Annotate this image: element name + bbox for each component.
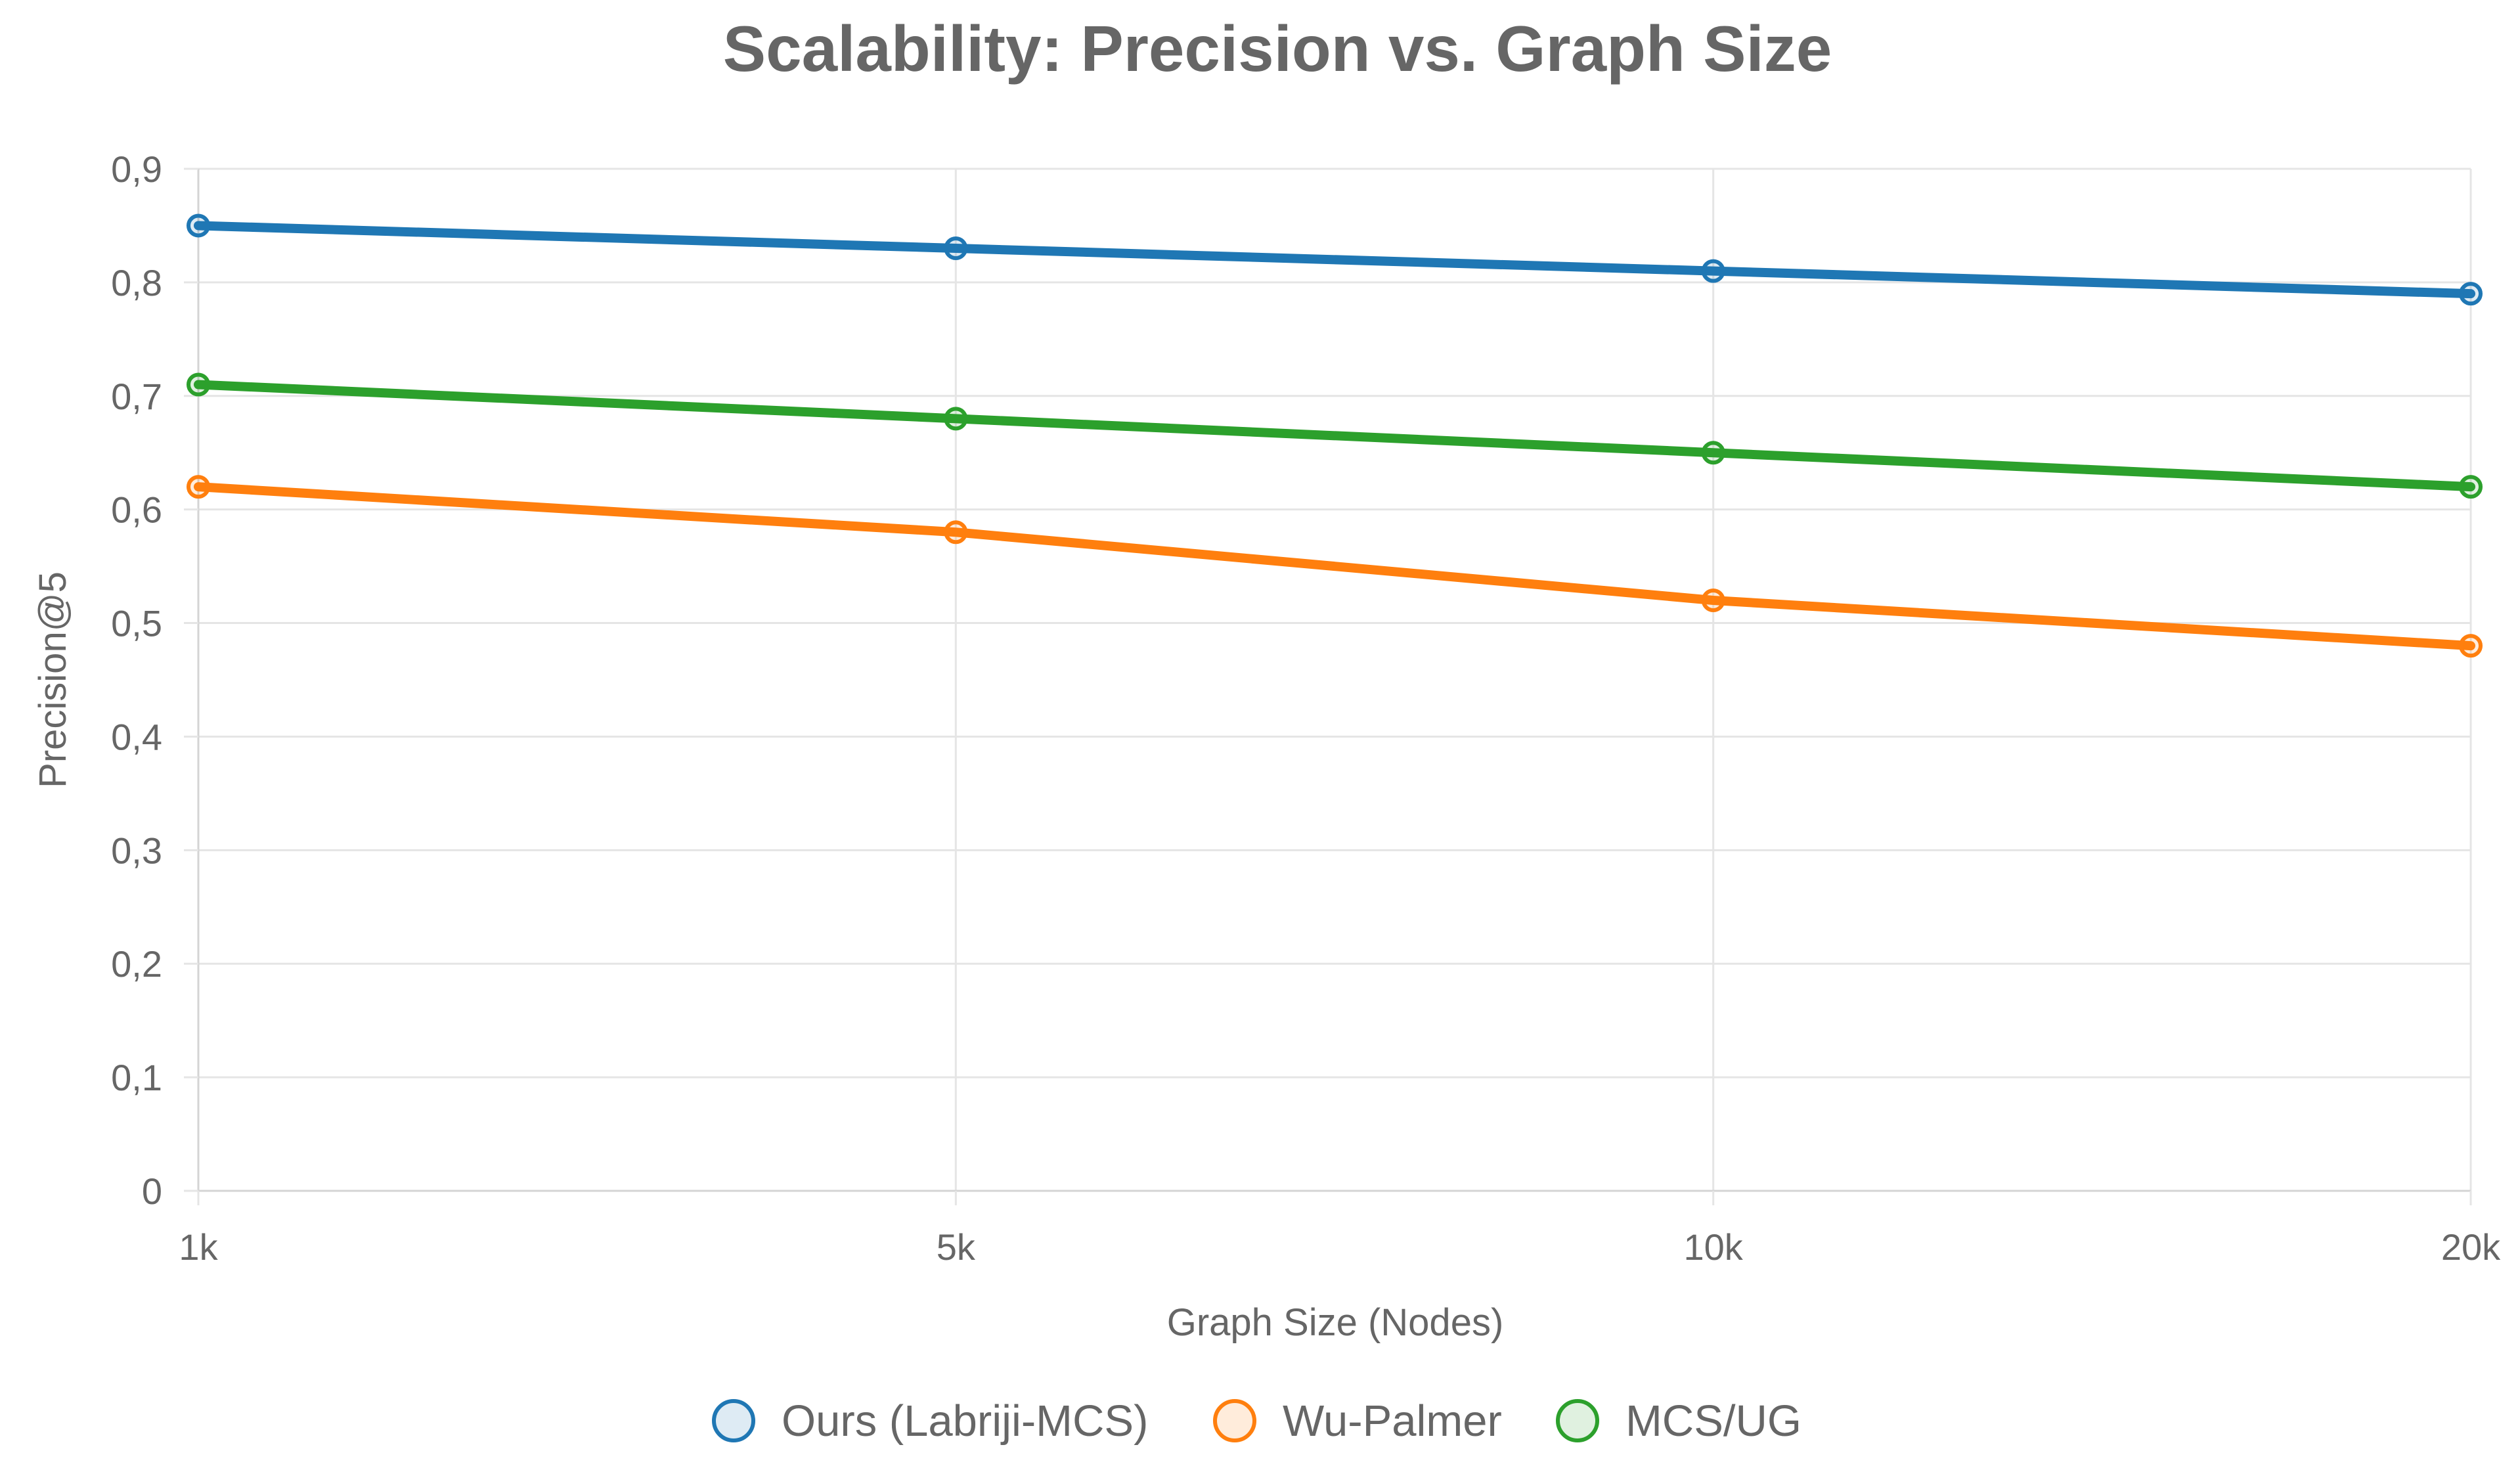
data-point	[187, 372, 210, 397]
data-point	[2459, 475, 2483, 499]
legend-label: Ours (Labriji-MCS)	[782, 1396, 1148, 1446]
legend-item[interactable]: MCS/UG	[1556, 1396, 1802, 1446]
data-point	[944, 236, 968, 261]
series-group	[187, 213, 2483, 306]
series-line	[194, 380, 2475, 492]
data-point	[187, 213, 210, 238]
y-axis-title: Precision@5	[32, 571, 74, 788]
x-tick-label: 1k	[179, 1226, 218, 1268]
data-point	[2459, 634, 2483, 658]
axes	[197, 169, 2471, 1192]
series-line	[194, 482, 2475, 651]
x-tick-label: 5k	[937, 1226, 976, 1268]
data-point	[2459, 282, 2483, 306]
y-axis-ticks: 0 0,1 0,2 0,3 0,4 0,5 0,6 0,7 0,8 0,9	[111, 148, 198, 1212]
y-tick-label: 0	[142, 1170, 162, 1212]
legend-marker	[1556, 1399, 1599, 1442]
y-tick-label: 0,3	[111, 830, 162, 871]
y-tick-label: 0,6	[111, 489, 162, 531]
y-tick-label: 0,1	[111, 1057, 162, 1098]
chart-title: Scalability: Precision vs. Graph Size	[723, 12, 1832, 85]
x-tick-label: 10k	[1684, 1226, 1744, 1268]
data-point	[1701, 441, 1725, 465]
legend-item[interactable]: Wu-Palmer	[1213, 1396, 1502, 1446]
series	[187, 213, 2483, 658]
legend-item[interactable]: Ours (Labriji-MCS)	[712, 1396, 1148, 1446]
data-point	[1701, 259, 1725, 283]
legend-marker	[1213, 1399, 1256, 1442]
y-tick-label: 0,4	[111, 716, 162, 757]
series-group	[187, 475, 2483, 658]
y-tick-label: 0,8	[111, 262, 162, 303]
x-axis-ticks: 1k 5k 10k 20k	[179, 1191, 2501, 1268]
legend: Ours (Labriji-MCS) Wu-Palmer MCS/UG	[712, 1396, 1802, 1446]
series-line	[194, 221, 2475, 299]
legend-label: MCS/UG	[1625, 1396, 1802, 1446]
legend-marker	[712, 1399, 755, 1442]
x-tick-label: 20k	[2441, 1226, 2501, 1268]
y-tick-label: 0,5	[111, 603, 162, 644]
data-point	[944, 520, 968, 545]
grid	[198, 167, 2472, 1191]
legend-label: Wu-Palmer	[1283, 1396, 1502, 1446]
y-tick-label: 0,2	[111, 943, 162, 985]
data-point	[944, 407, 968, 431]
data-point	[187, 475, 210, 499]
series-group	[187, 372, 2483, 499]
y-tick-label: 0,7	[111, 376, 162, 417]
x-axis-title: Graph Size (Nodes)	[1167, 1301, 1504, 1344]
data-point	[1701, 588, 1725, 612]
y-tick-label: 0,9	[111, 148, 162, 190]
